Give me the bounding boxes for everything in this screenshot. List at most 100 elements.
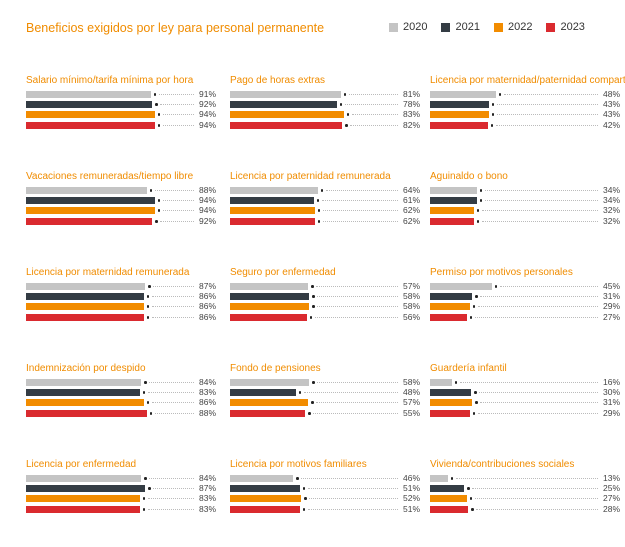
leader-line (307, 488, 398, 489)
legend: 2020 2021 2022 2023 (389, 21, 585, 33)
leader-line (314, 317, 398, 318)
leader-line (317, 296, 398, 297)
leader-line (149, 478, 194, 479)
bar-end-dot (316, 199, 320, 202)
bar-row-2022: 31% (430, 397, 620, 407)
leader-line (147, 392, 194, 393)
data-label: 32% (602, 205, 620, 215)
bar-row-2023: 32% (430, 216, 620, 226)
bar (430, 379, 452, 386)
data-label: 84% (198, 377, 216, 387)
leader-line (322, 210, 398, 211)
legend-swatch (389, 22, 398, 32)
panel-title: Vivienda/contribuciones sociales (430, 459, 575, 470)
panel: Licencia por maternidad/paternidad compa… (430, 75, 625, 155)
bar-end-dot (149, 412, 153, 415)
bar-row-2022: 62% (230, 205, 420, 215)
bar (230, 293, 310, 300)
bar-end-dot (157, 124, 161, 127)
bar-end-dot (146, 305, 150, 308)
bar-end-dot (155, 103, 158, 106)
bar-row-2022: 32% (430, 205, 620, 215)
bar-row-2022: 29% (430, 301, 620, 311)
bar-end-dot (494, 285, 498, 288)
bar (230, 485, 300, 492)
bar-row-2022: 83% (230, 109, 420, 119)
bar (430, 207, 474, 214)
data-label: 34% (602, 195, 620, 205)
leader-line (351, 114, 398, 115)
bar (26, 293, 144, 300)
bar (26, 506, 140, 513)
bar (430, 475, 448, 482)
bar-end-dot (311, 401, 314, 404)
leader-line (153, 286, 194, 287)
data-label: 16% (602, 377, 620, 387)
bar-end-dot (450, 477, 454, 480)
bar-end-dot (317, 220, 321, 223)
legend-swatch (493, 22, 503, 32)
bar-row-2023: 62% (230, 216, 420, 226)
data-label: 42% (602, 120, 620, 130)
data-label: 48% (402, 387, 420, 397)
leader-line (495, 125, 598, 126)
bar-row-2021: 43% (430, 99, 620, 109)
bar-row-2020: 91% (26, 89, 216, 99)
leader-line (162, 210, 194, 211)
bar-row-2021: 92% (26, 99, 216, 109)
bar (430, 410, 470, 417)
bar-row-2020: 45% (430, 281, 620, 291)
leader-line (301, 478, 398, 479)
panel: Fondo de pensiones 58% 48% 57% 55% (230, 363, 430, 443)
chart-title: Beneficios exigidos por ley para persona… (26, 21, 325, 35)
bar (430, 399, 473, 406)
panel: Aguinaldo o bono 34% 34% 32% 32% (430, 171, 625, 251)
leader-line (317, 306, 398, 307)
bar-end-dot (339, 103, 343, 106)
bar-end-dot (144, 381, 147, 384)
bar (430, 187, 477, 194)
bar-row-2022: 83% (26, 493, 216, 503)
data-label: 87% (198, 281, 216, 291)
bar (430, 303, 470, 310)
leader-line (480, 402, 598, 403)
data-label: 88% (198, 185, 216, 195)
leader-line (496, 114, 598, 115)
data-label: 57% (402, 397, 420, 407)
bar-end-dot (298, 391, 302, 394)
bar-end-dot (467, 487, 470, 490)
bar-end-dot (146, 401, 150, 404)
data-label: 45% (602, 281, 620, 291)
panel: Licencia por motivos familiares 46% 51% 52%… (230, 459, 430, 539)
bar (430, 293, 473, 300)
data-label: 94% (198, 120, 216, 130)
data-label: 92% (198, 99, 216, 109)
panel: Pago de horas extras 81% 78% 83% 82% (230, 75, 430, 155)
bar-end-dot (148, 285, 151, 288)
leader-line (476, 509, 598, 510)
panel: Vivienda/contribuciones sociales 13% 25% 27… (430, 459, 625, 539)
bar-row-2022: 86% (26, 397, 216, 407)
bar (430, 91, 496, 98)
bar-end-dot (149, 189, 153, 192)
data-label: 82% (402, 120, 420, 130)
bar (230, 506, 300, 513)
leader-line (162, 114, 194, 115)
bar (26, 399, 144, 406)
legend-item-2023: 2023 (546, 21, 585, 33)
bar-row-2023: 42% (430, 120, 620, 130)
bar-end-dot (302, 487, 306, 490)
panel-title: Licencia por maternidad remunerada (26, 267, 190, 278)
panel: Licencia por maternidad remunerada 87% 86%… (26, 267, 226, 347)
data-label: 48% (602, 89, 620, 99)
bar-end-dot (142, 391, 146, 394)
bar-row-2021: 51% (230, 483, 420, 493)
leader-line (162, 125, 194, 126)
data-label: 58% (402, 377, 420, 387)
bar (230, 207, 315, 214)
bar-end-dot (474, 391, 477, 394)
bar (430, 495, 467, 502)
leader-line (153, 488, 194, 489)
bar-row-2020: 34% (430, 185, 620, 195)
